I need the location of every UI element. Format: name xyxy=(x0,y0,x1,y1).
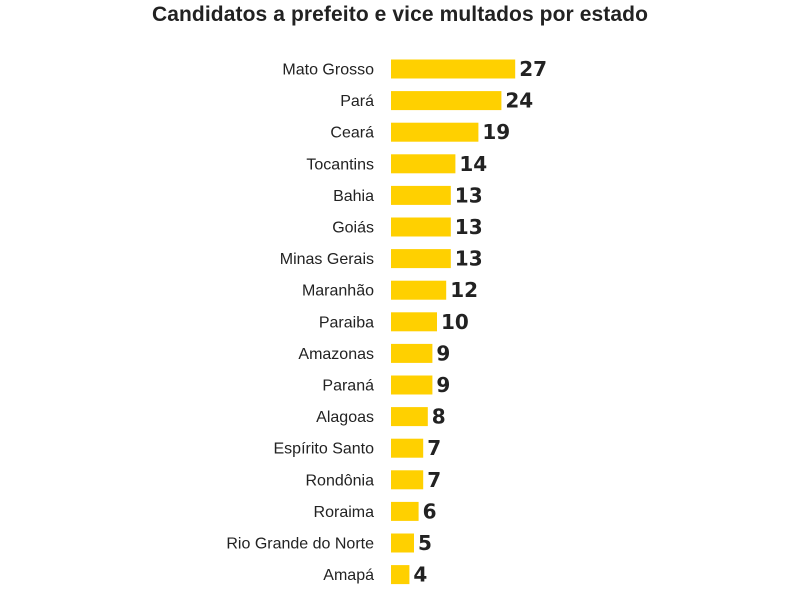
category-label: Roraima xyxy=(314,504,375,521)
value-label: 19 xyxy=(482,120,510,144)
bar-11 xyxy=(391,407,428,427)
value-label: 9 xyxy=(436,373,450,397)
bar-9 xyxy=(391,343,433,363)
bar-10 xyxy=(391,375,433,395)
category-label: Amazonas xyxy=(298,346,374,363)
bar-7 xyxy=(391,280,447,300)
value-label: 4 xyxy=(413,563,427,587)
category-label: Espírito Santo xyxy=(274,441,375,458)
category-label: Rio Grande do Norte xyxy=(226,536,374,553)
category-label: Tocantins xyxy=(306,156,374,173)
value-label: 13 xyxy=(455,247,483,271)
value-label: 7 xyxy=(427,468,441,492)
value-label: 13 xyxy=(455,215,483,239)
category-label: Mato Grosso xyxy=(282,62,374,79)
value-label: 27 xyxy=(519,57,547,81)
value-label: 7 xyxy=(427,436,441,460)
value-label: 5 xyxy=(418,531,432,555)
value-label: 10 xyxy=(441,310,469,334)
bar-3 xyxy=(391,154,456,174)
category-label: Bahia xyxy=(333,188,374,205)
bar-13 xyxy=(391,470,424,490)
value-labels: 27 24 19 14 13 13 13 12 10 9 9 8 7 7 6 5 4 xyxy=(413,57,547,587)
value-label: 13 xyxy=(455,183,483,207)
category-label: Pará xyxy=(340,93,374,110)
category-label: Paraiba xyxy=(319,314,374,331)
bar-2 xyxy=(391,122,479,142)
category-label: Minas Gerais xyxy=(280,251,374,268)
bar-14 xyxy=(391,501,419,521)
category-label: Paraná xyxy=(322,378,374,395)
value-label: 12 xyxy=(450,278,478,302)
bar-16 xyxy=(391,565,410,585)
bars-group xyxy=(391,59,516,585)
chart-title: Candidatos a prefeito e vice multados po… xyxy=(151,3,649,26)
value-label: 6 xyxy=(423,499,437,523)
category-label: Goiás xyxy=(332,220,374,237)
value-label: 14 xyxy=(459,152,487,176)
value-label: 9 xyxy=(436,341,450,365)
category-label: Ceará xyxy=(330,125,374,142)
category-label: Alagoas xyxy=(316,409,374,426)
category-labels: Mato Grosso Pará Ceará Tocantins Bahia Goiás M… xyxy=(226,62,374,585)
bar-12 xyxy=(391,438,424,458)
value-label: 24 xyxy=(505,89,533,113)
bar-1 xyxy=(391,91,502,111)
bar-4 xyxy=(391,185,451,205)
bar-6 xyxy=(391,249,451,269)
bar-0 xyxy=(391,59,516,79)
bar-15 xyxy=(391,533,414,553)
value-label: 8 xyxy=(432,405,446,429)
bar-8 xyxy=(391,312,437,332)
category-label: Rondônia xyxy=(306,472,375,489)
category-label: Amapá xyxy=(323,567,374,584)
bar-5 xyxy=(391,217,451,237)
category-label: Maranhão xyxy=(302,283,374,300)
